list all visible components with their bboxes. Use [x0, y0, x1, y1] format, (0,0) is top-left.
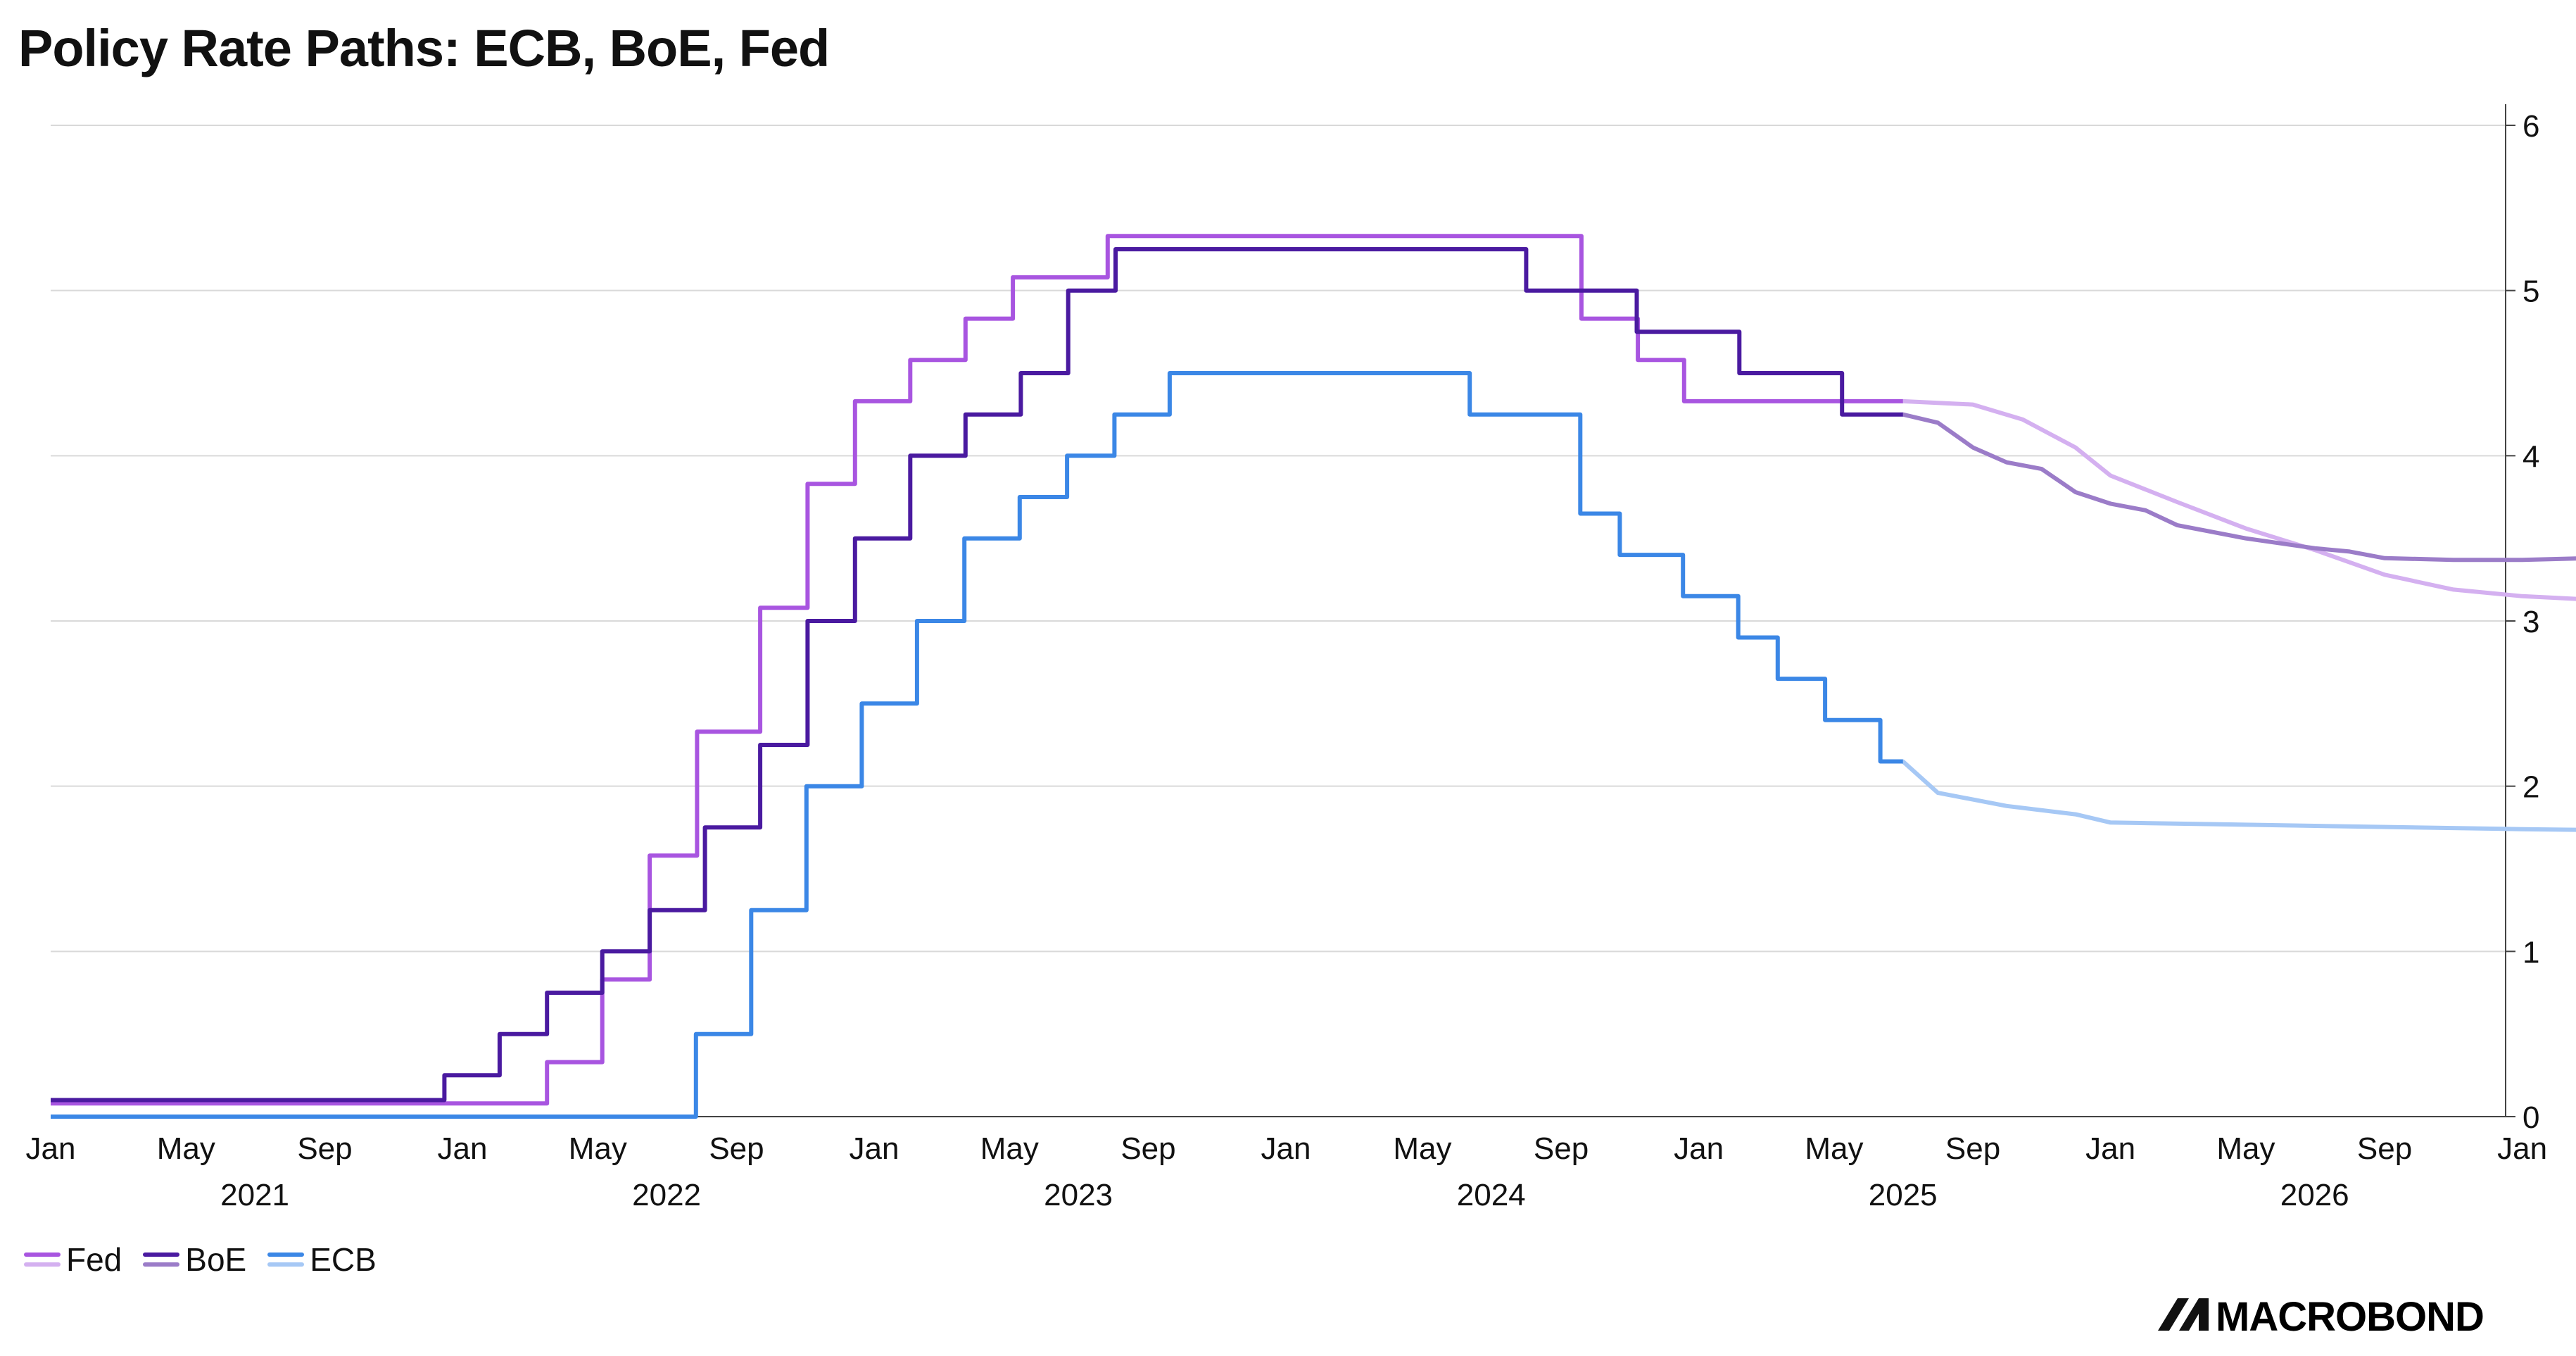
x-tick-label: May: [157, 1131, 215, 1166]
x-tick-label: Jan: [438, 1131, 488, 1166]
x-tick-label: Jan: [1674, 1131, 1724, 1166]
x-tick-label: May: [1805, 1131, 1863, 1166]
legend-label: BoE: [185, 1241, 246, 1279]
x-year-label: 2021: [220, 1178, 289, 1212]
x-year-label: 2022: [632, 1178, 701, 1212]
x-tick-label: May: [1393, 1131, 1451, 1166]
series-forecast-ecb: [1903, 762, 2576, 831]
series-lines: [51, 236, 2576, 1117]
x-tick-label: May: [569, 1131, 627, 1166]
series-forecast-fed: [1903, 401, 2576, 600]
y-tick-label: 0: [2523, 1100, 2539, 1135]
x-tick-label: Jan: [850, 1131, 899, 1166]
x-tick-label: Sep: [709, 1131, 764, 1166]
legend-label: ECB: [310, 1241, 377, 1279]
y-tick-label: 5: [2523, 275, 2539, 309]
legend-item-fed: Fed: [24, 1241, 122, 1279]
x-tick-label: Jan: [26, 1131, 76, 1166]
y-tick-label: 2: [2523, 770, 2539, 805]
macrobond-logo: MACROBOND: [2158, 1293, 2552, 1338]
series-line-boe: [51, 249, 1903, 1100]
series-forecast-boe: [1903, 415, 2576, 560]
x-tick-label: Jan: [2497, 1131, 2547, 1166]
axes: 0 1 2 3 4 5 6 Jan May Sep Jan May Sep Jan May Sep Jan May…: [26, 104, 2576, 1212]
legend-item-boe: BoE: [143, 1241, 246, 1279]
x-year-label: 2023: [1044, 1178, 1113, 1212]
legend-item-ecb: ECB: [267, 1241, 377, 1279]
x-tick-label: Sep: [1945, 1131, 2000, 1166]
x-year-label: 2024: [1457, 1178, 1526, 1212]
y-tick-label: 1: [2523, 935, 2539, 969]
macrobond-logo-mark-icon: [2158, 1298, 2209, 1331]
logo-wordmark: MACROBOND: [2216, 1294, 2484, 1338]
legend: Fed BoE ECB: [24, 1241, 377, 1279]
x-tick-label: May: [980, 1131, 1039, 1166]
legend-swatch: [143, 1253, 179, 1267]
x-tick-label: Sep: [1534, 1131, 1589, 1166]
series-line-fed: [51, 236, 1903, 1103]
y-tick-label: 3: [2523, 605, 2539, 639]
x-tick-label: Sep: [297, 1131, 352, 1166]
legend-swatch: [24, 1253, 61, 1267]
legend-label: Fed: [66, 1241, 122, 1279]
x-tick-label: Sep: [1120, 1131, 1175, 1166]
y-tick-label: 6: [2523, 109, 2539, 144]
x-tick-label: Sep: [2357, 1131, 2412, 1166]
series-line-ecb: [51, 373, 1903, 1117]
x-tick-label: Jan: [1261, 1131, 1311, 1166]
x-tick-label: May: [2216, 1131, 2275, 1166]
x-tick-label: Jan: [2085, 1131, 2135, 1166]
x-year-label: 2025: [1869, 1178, 1938, 1212]
y-tick-label: 4: [2523, 439, 2539, 474]
x-year-label: 2026: [2280, 1178, 2349, 1212]
legend-swatch: [267, 1253, 304, 1267]
line-chart: 0 1 2 3 4 5 6 Jan May Sep Jan May Sep Jan May Sep Jan May…: [0, 0, 2576, 1356]
y-gridlines: [51, 125, 2506, 1117]
